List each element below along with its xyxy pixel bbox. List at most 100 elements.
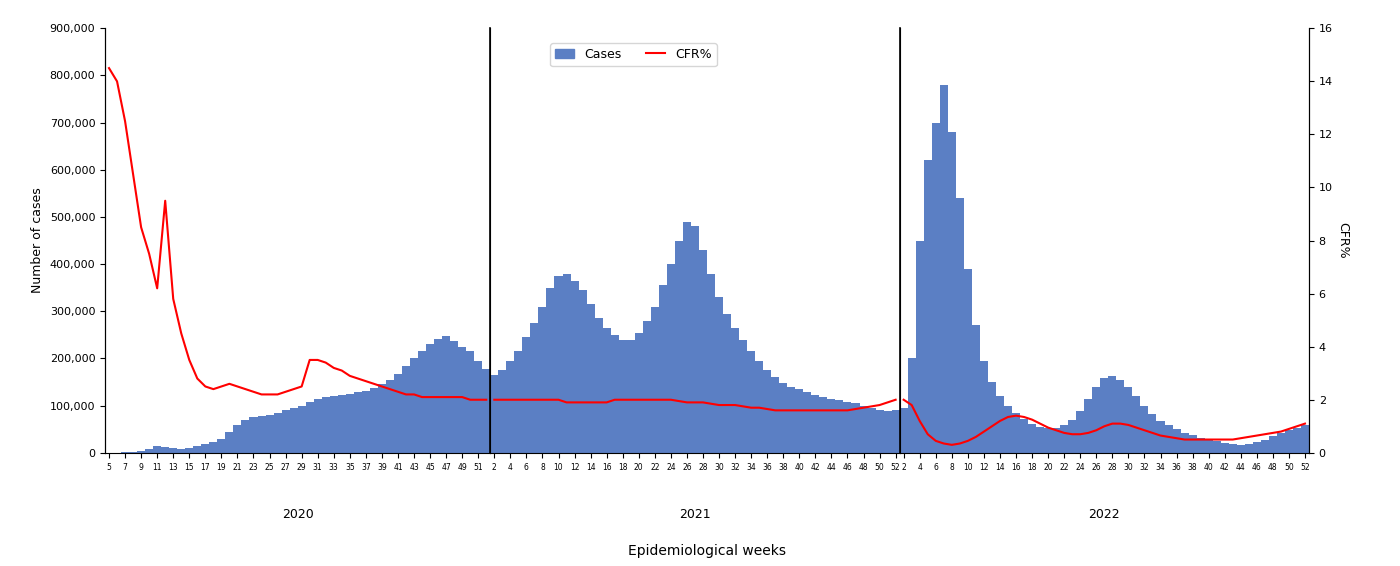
Bar: [402, 366, 410, 453]
Bar: [595, 319, 602, 453]
Bar: [337, 395, 346, 453]
Bar: [932, 123, 939, 453]
Bar: [1068, 420, 1077, 453]
Bar: [1253, 443, 1261, 453]
Bar: [169, 448, 178, 453]
Bar: [193, 446, 202, 453]
Bar: [627, 340, 634, 453]
Bar: [1060, 426, 1068, 453]
Text: Epidemiological weeks: Epidemiological weeks: [629, 544, 785, 558]
Bar: [241, 420, 249, 453]
Bar: [1285, 430, 1294, 453]
Bar: [1189, 435, 1197, 453]
Bar: [1301, 426, 1309, 453]
Bar: [458, 346, 466, 453]
Bar: [602, 328, 610, 453]
Bar: [610, 335, 619, 453]
Bar: [1100, 378, 1109, 453]
Bar: [225, 432, 234, 453]
Bar: [354, 392, 361, 453]
Bar: [883, 411, 892, 453]
Bar: [498, 370, 507, 453]
Bar: [1229, 444, 1236, 453]
Bar: [1028, 423, 1036, 453]
Bar: [322, 397, 330, 453]
Bar: [1092, 387, 1100, 453]
Bar: [619, 340, 627, 453]
Bar: [1245, 444, 1253, 453]
Bar: [860, 406, 868, 453]
Bar: [1053, 428, 1060, 453]
Bar: [875, 410, 883, 453]
Bar: [587, 305, 595, 453]
Bar: [346, 394, 354, 453]
Bar: [995, 396, 1004, 453]
Bar: [1148, 414, 1156, 453]
Bar: [298, 406, 305, 453]
Bar: [755, 361, 763, 453]
Bar: [305, 402, 314, 453]
Bar: [804, 392, 812, 453]
Bar: [578, 290, 587, 453]
Bar: [843, 402, 851, 453]
Bar: [361, 391, 370, 453]
Bar: [827, 398, 836, 453]
Bar: [683, 222, 692, 453]
Bar: [410, 358, 419, 453]
Bar: [1261, 440, 1268, 453]
Bar: [314, 398, 322, 453]
Bar: [948, 132, 956, 453]
Bar: [1004, 406, 1012, 453]
Bar: [666, 264, 675, 453]
Bar: [290, 408, 298, 453]
Bar: [531, 323, 539, 453]
Bar: [892, 410, 900, 453]
Bar: [900, 408, 907, 453]
Bar: [731, 328, 739, 453]
Bar: [812, 395, 819, 453]
Bar: [924, 160, 932, 453]
Bar: [1109, 376, 1116, 453]
Bar: [393, 374, 402, 453]
Bar: [185, 448, 193, 453]
Bar: [643, 321, 651, 453]
Bar: [514, 351, 522, 453]
Bar: [1204, 440, 1212, 453]
Bar: [1173, 429, 1180, 453]
Bar: [1156, 421, 1165, 453]
Bar: [146, 449, 153, 453]
Bar: [795, 389, 804, 453]
Bar: [659, 285, 666, 453]
Bar: [715, 297, 722, 453]
Bar: [563, 273, 571, 453]
Bar: [202, 444, 210, 453]
Bar: [1268, 436, 1277, 453]
Bar: [1044, 428, 1053, 453]
Bar: [378, 384, 386, 453]
Bar: [217, 439, 225, 453]
Bar: [482, 369, 490, 453]
Bar: [722, 314, 731, 453]
Bar: [956, 198, 963, 453]
Bar: [1165, 426, 1173, 453]
Bar: [819, 397, 827, 453]
Bar: [699, 250, 707, 453]
Bar: [651, 307, 659, 453]
Bar: [490, 375, 498, 453]
Y-axis label: Number of cases: Number of cases: [31, 188, 43, 293]
Bar: [771, 378, 780, 453]
Bar: [273, 413, 281, 453]
Bar: [1116, 380, 1124, 453]
Bar: [466, 351, 475, 453]
Bar: [634, 333, 643, 453]
Bar: [1021, 419, 1028, 453]
Bar: [539, 307, 546, 453]
Bar: [1294, 428, 1301, 453]
Bar: [370, 388, 378, 453]
Bar: [507, 361, 514, 453]
Bar: [234, 424, 241, 453]
Bar: [963, 269, 972, 453]
Bar: [675, 241, 683, 453]
Bar: [249, 418, 258, 453]
Bar: [210, 443, 217, 453]
